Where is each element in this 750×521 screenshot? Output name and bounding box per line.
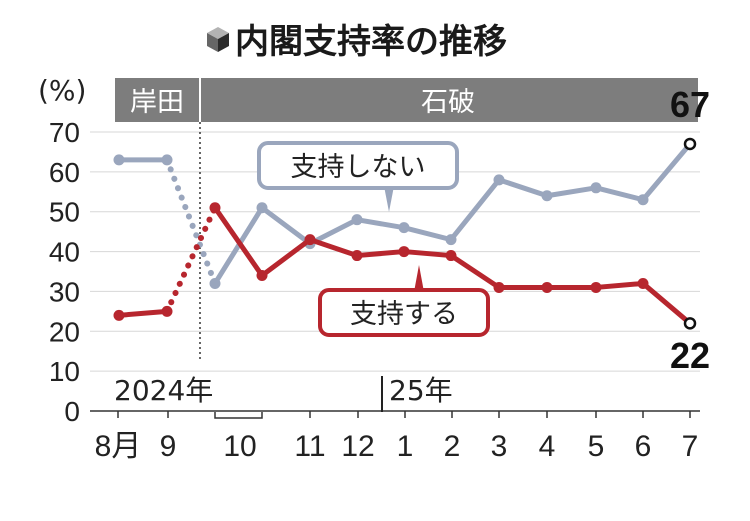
x-tick-label: 2 <box>444 430 461 463</box>
x-tick-label: 9 <box>160 430 177 463</box>
x-tick-label: 11 <box>294 430 325 463</box>
data-point <box>161 305 173 317</box>
callout-support: 支持する <box>318 265 490 337</box>
series-label-not-support: 支持しない <box>291 152 426 183</box>
end-value-not-support: 67 <box>670 84 710 125</box>
data-point <box>445 234 457 246</box>
data-point <box>161 154 173 166</box>
data-point <box>590 182 602 194</box>
year-label-2024: 2024年 <box>114 374 213 407</box>
series-transition-dots <box>164 156 218 287</box>
series-transition-dots <box>164 204 218 315</box>
x-tick-label: 8月 <box>95 430 142 463</box>
data-point <box>683 317 697 330</box>
data-point <box>637 277 649 289</box>
data-point <box>113 154 125 166</box>
period-band: 岸田 石破 <box>115 78 698 122</box>
y-tick-label: 70 <box>49 117 80 148</box>
x-tick-label: 1 <box>397 430 414 463</box>
y-unit-label: (%) <box>38 74 86 107</box>
x-tick-label: 7 <box>682 430 699 463</box>
year-label-2025: 25年 <box>389 374 453 407</box>
y-tick-label: 40 <box>49 237 80 268</box>
y-tick-label: 10 <box>49 356 80 387</box>
data-point <box>256 202 268 214</box>
x-tick-label: 6 <box>635 430 652 463</box>
title-group: 内閣支持率の推移 <box>207 22 507 62</box>
data-point <box>256 269 268 281</box>
callout-not-support: 支持しない <box>257 141 459 212</box>
series-line-kishida <box>118 308 168 318</box>
data-point <box>113 309 125 321</box>
x-tick-label: 12 <box>341 430 374 463</box>
series-not-support <box>113 137 697 289</box>
data-point <box>493 281 505 293</box>
y-tick-label: 0 <box>64 396 80 427</box>
x-tick-label: 10 <box>223 430 256 463</box>
data-point <box>351 250 363 262</box>
period-label-ishiba: 石破 <box>421 87 475 118</box>
y-tick-label: 30 <box>49 276 80 307</box>
end-value-support: 22 <box>670 335 710 376</box>
data-point <box>590 281 602 293</box>
data-point <box>445 250 457 262</box>
y-axis-ticks: 0 10 20 30 40 50 60 70 <box>49 117 80 427</box>
data-point <box>398 222 410 234</box>
data-point <box>351 214 363 226</box>
data-point <box>541 190 553 202</box>
x-tick-label: 5 <box>588 430 605 463</box>
data-point <box>304 234 316 246</box>
chart-title: 内閣支持率の推移 <box>235 22 507 62</box>
x-axis-ticks: 8月 9 10 11 12 1 2 3 4 5 6 7 <box>95 411 699 463</box>
data-point <box>541 281 553 293</box>
cube-icon <box>207 27 229 52</box>
data-point <box>398 246 410 258</box>
series-layer <box>113 137 697 330</box>
data-point <box>493 174 505 186</box>
series-support <box>113 202 697 330</box>
x-tick-bracket <box>214 412 263 419</box>
data-point <box>209 277 221 289</box>
x-tick-label: 4 <box>539 430 556 463</box>
data-point <box>637 194 649 206</box>
period-bar-ishiba <box>201 78 698 122</box>
series-label-support: 支持する <box>350 299 458 330</box>
y-tick-label: 50 <box>49 197 80 228</box>
y-tick-label: 60 <box>49 157 80 188</box>
period-bar-kishida <box>115 78 199 122</box>
data-point <box>209 202 221 214</box>
period-label-kishida: 岸田 <box>130 87 184 118</box>
x-tick-label: 3 <box>491 430 508 463</box>
y-tick-label: 20 <box>49 316 80 347</box>
data-point <box>683 137 697 151</box>
